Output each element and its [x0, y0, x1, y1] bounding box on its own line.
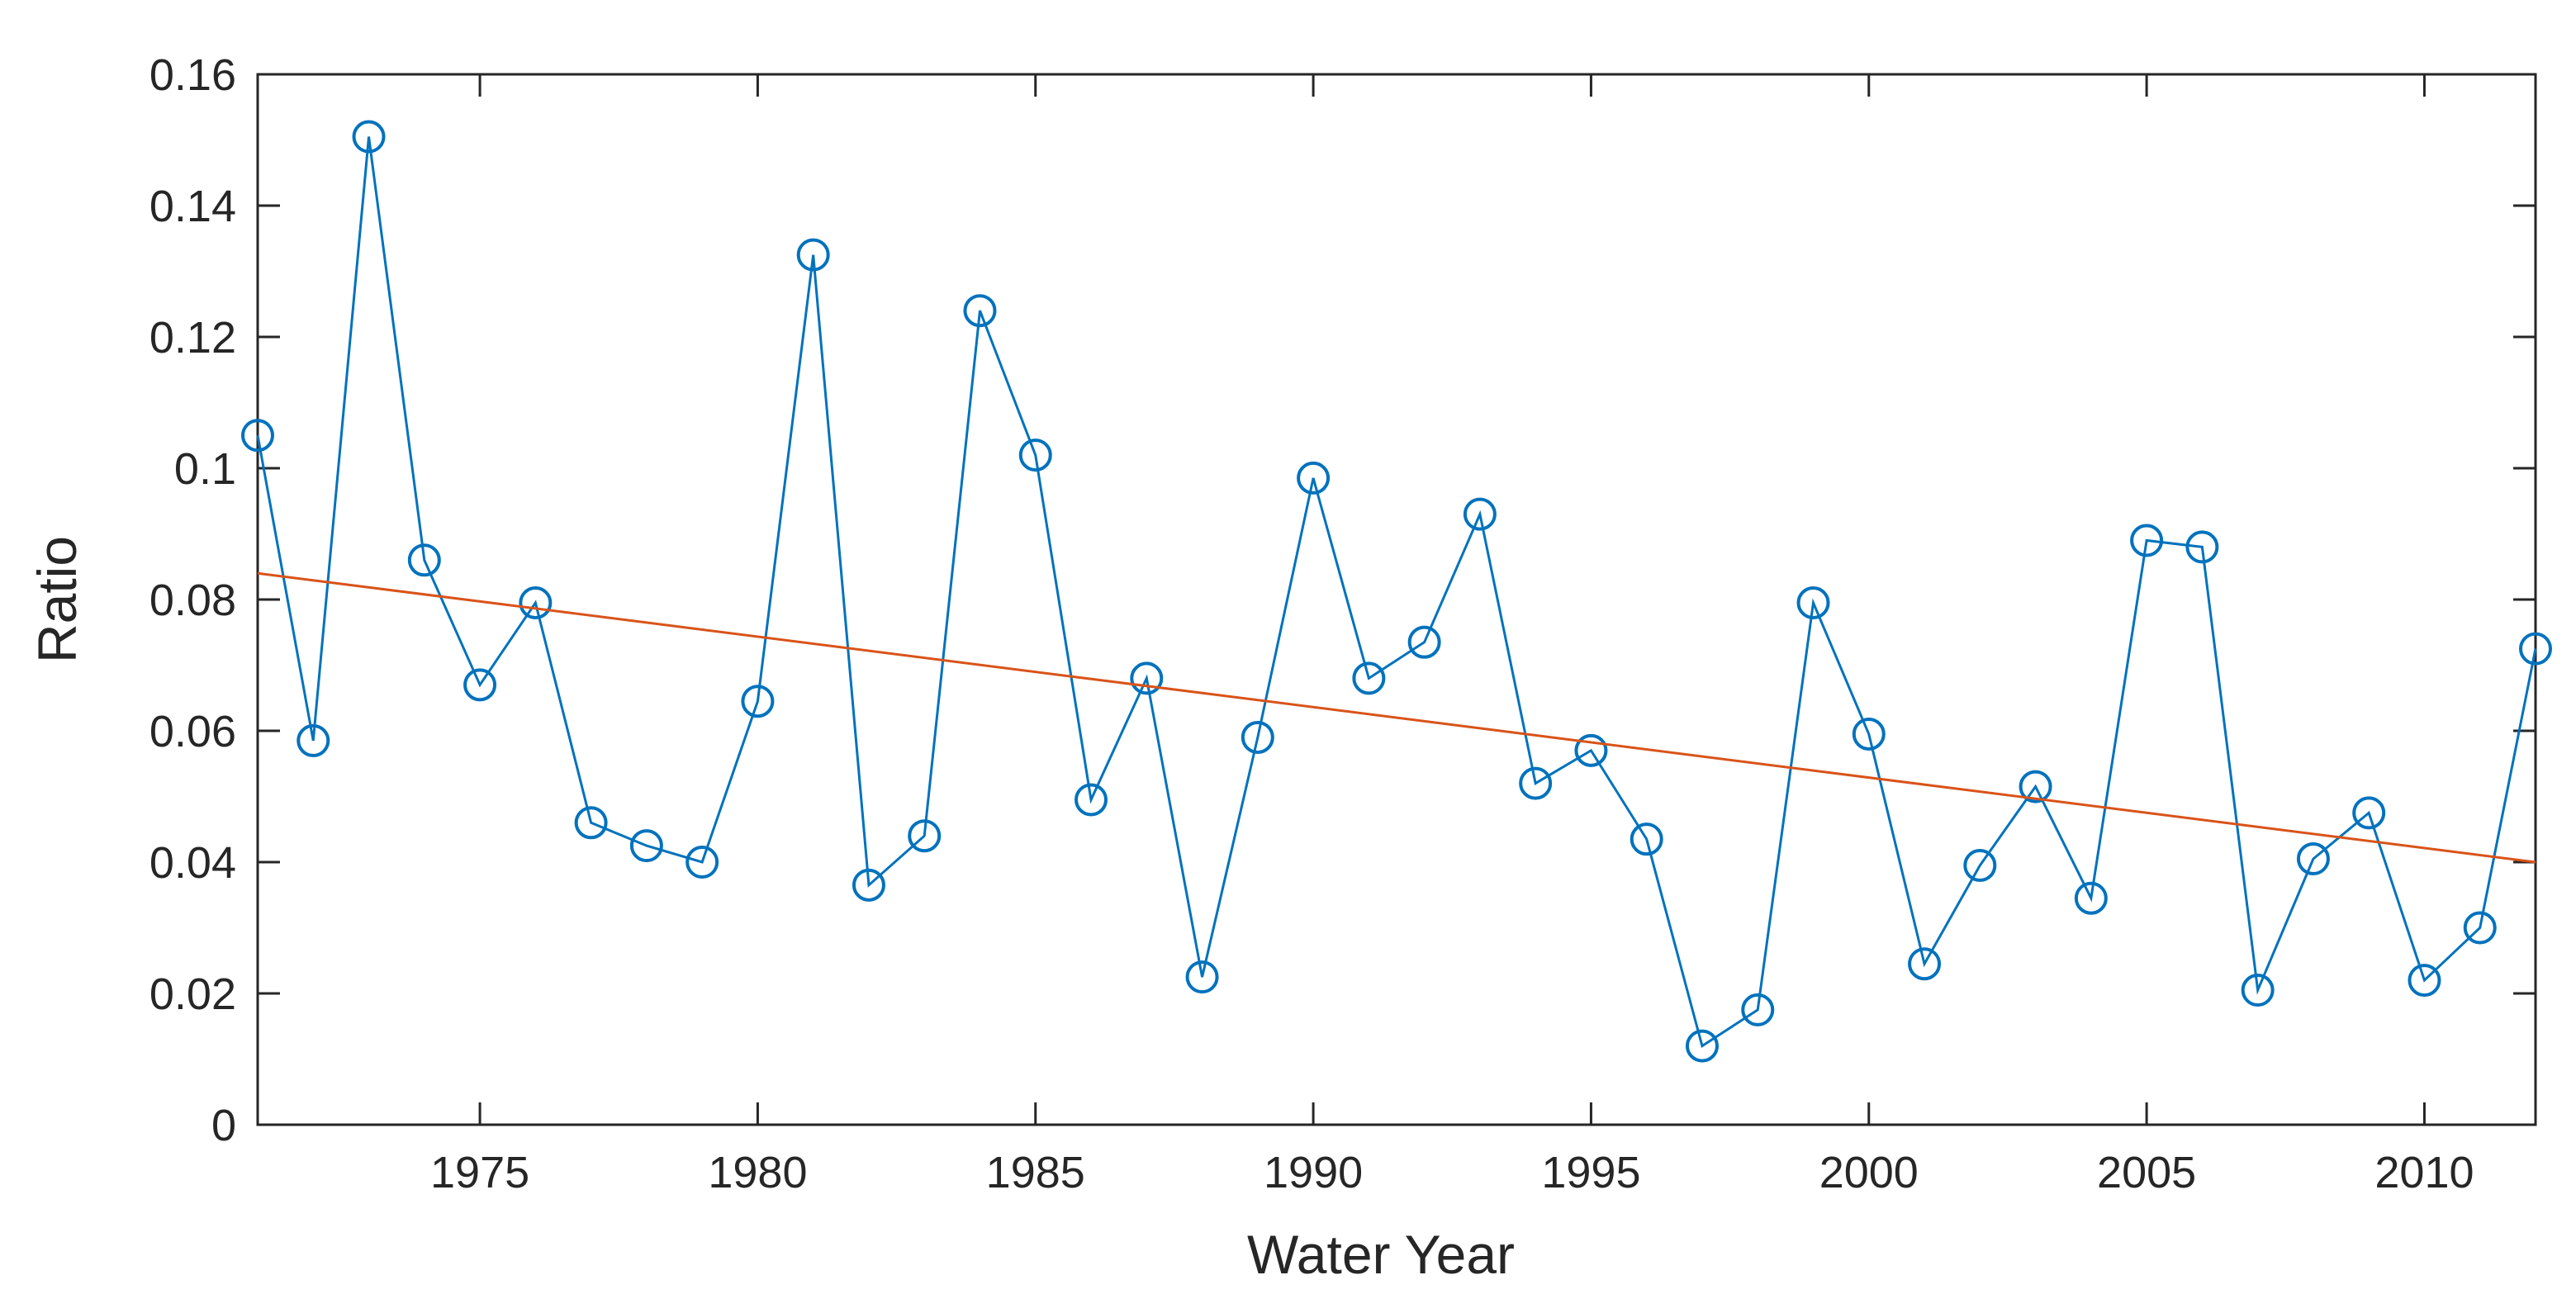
ratio-data-point: [2352, 796, 2386, 830]
ratio-data-point: [1630, 822, 1663, 856]
y-tick-label: 0.04: [149, 838, 236, 888]
x-tick-label: 2010: [2374, 1148, 2474, 1197]
y-tick-label: 0.02: [149, 969, 236, 1019]
ratio-data-point: [1741, 993, 1775, 1026]
plot-area-background: [258, 74, 2536, 1125]
ratio-data-point: [1075, 783, 1108, 817]
ratio-data-point: [2019, 770, 2052, 803]
ratio-data-point: [1574, 733, 1608, 767]
ratio-data-point: [1796, 585, 1830, 619]
ratio-data-point: [1963, 848, 1997, 882]
y-tick-label: 0: [211, 1101, 236, 1150]
ratio-data-point: [963, 294, 997, 328]
ratio-data-point: [1297, 461, 1331, 495]
ratio-data-point: [1852, 717, 1886, 751]
ratio-data-point: [2074, 881, 2108, 915]
ratio-data-point: [574, 806, 608, 840]
ratio-data-point: [796, 238, 830, 272]
ratio-data-point: [1352, 661, 1386, 695]
ratio-data-point: [1519, 766, 1553, 800]
x-tick-label: 1990: [1264, 1148, 1363, 1197]
ratio-data-point: [407, 543, 441, 577]
ratio-data-point: [852, 868, 885, 902]
y-tick-label: 0.06: [149, 707, 236, 756]
x-tick-label: 1975: [430, 1148, 529, 1197]
ratio-data-point: [1130, 661, 1164, 695]
x-tick-label: 1995: [1541, 1148, 1640, 1197]
ratio-data-point: [2408, 964, 2441, 998]
ratio-data-point: [352, 120, 386, 154]
ratio-data-point: [1407, 625, 1441, 659]
ratio-data-point: [2241, 974, 2275, 1007]
ratio-data-point: [1185, 960, 1219, 994]
ratio-data-point: [241, 419, 274, 453]
y-tick-label: 0.08: [149, 576, 236, 625]
x-tick-label: 1985: [986, 1148, 1085, 1197]
y-axis-label: Ratio: [26, 536, 88, 663]
y-tick-label: 0.16: [149, 50, 236, 100]
ratio-data-point: [1685, 1029, 1719, 1063]
ratio-data-point: [1908, 947, 1942, 981]
y-tick-label: 0.1: [174, 444, 236, 494]
y-tick-label: 0.12: [149, 313, 236, 363]
ratio-data-point: [2519, 632, 2552, 666]
ratio-series-line: [256, 136, 2537, 1048]
ratio-data-point: [741, 685, 775, 718]
ratio-data-point: [686, 846, 719, 879]
ratio-data-point: [908, 819, 942, 853]
ratio-data-point: [297, 723, 330, 757]
ratio-data-point: [2296, 842, 2330, 876]
x-tick-label: 2005: [2097, 1148, 2196, 1197]
x-tick-label: 1980: [708, 1148, 807, 1197]
x-axis-label: Water Year: [1247, 1224, 1515, 1285]
ratio-data-point: [463, 668, 497, 702]
y-tick-label: 0.14: [149, 182, 236, 231]
ratio-data-point: [629, 829, 663, 863]
ratio-data-point: [2130, 524, 2164, 557]
ratio-data-point: [1463, 497, 1497, 531]
series-layer: [241, 120, 2552, 1063]
y-axis-ticks: 0 0.02 0.04 0.06 0.08 0.1 0.12 0.14 0.16: [149, 50, 2536, 1150]
ratio-data-point: [2185, 530, 2219, 564]
ratio-data-point: [1018, 438, 1052, 472]
x-axis-ticks: 1975 1980 1985 1990 1995 2000 2005 2010: [430, 74, 2474, 1197]
trend-line: [257, 571, 2536, 864]
x-tick-label: 2000: [1819, 1148, 1919, 1197]
ratio-data-point: [1241, 720, 1274, 754]
ratio-data-point: [519, 585, 553, 619]
ratio-data-point: [2463, 911, 2497, 945]
